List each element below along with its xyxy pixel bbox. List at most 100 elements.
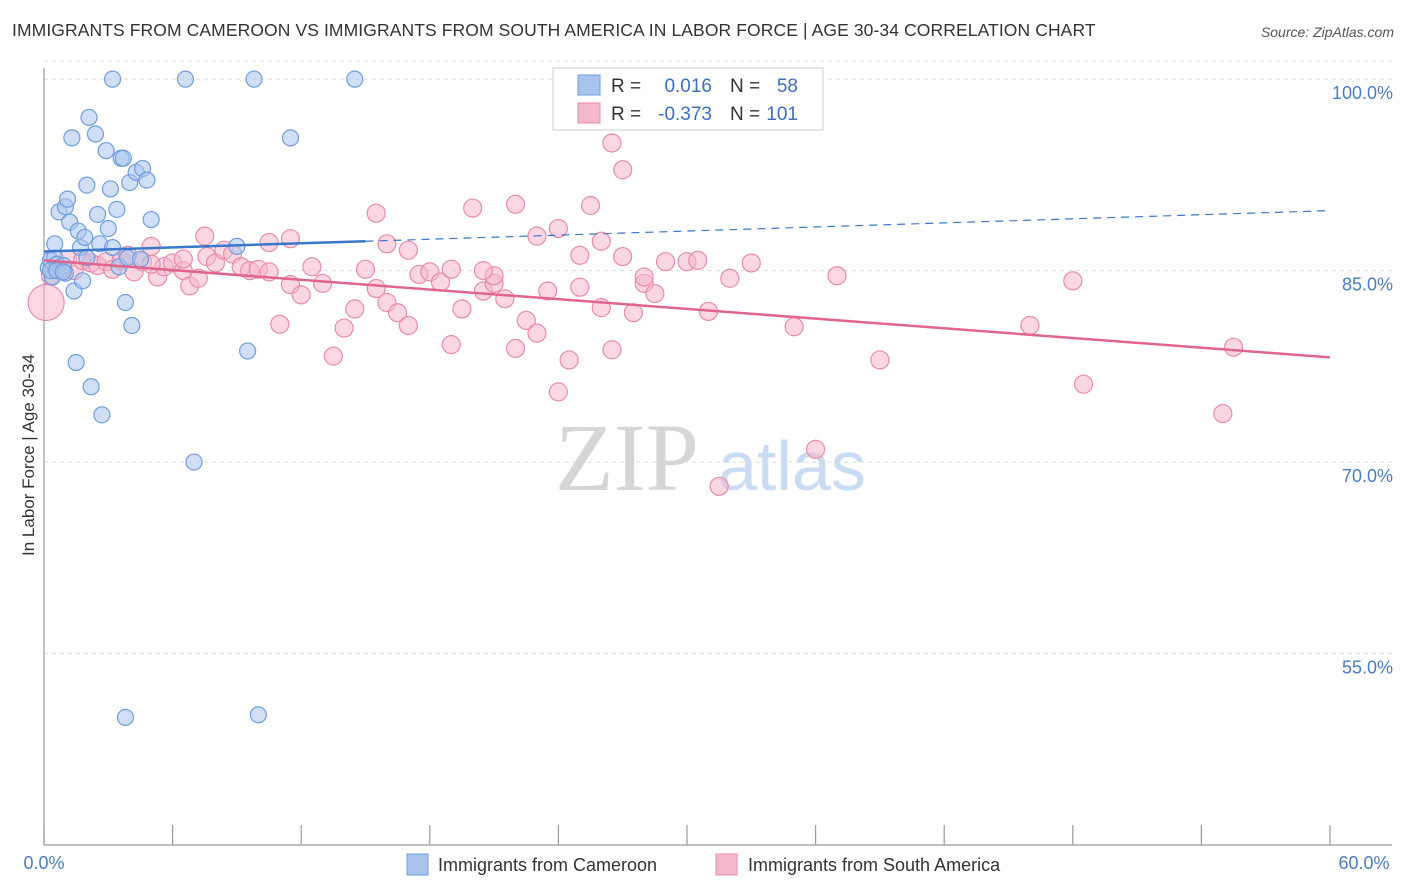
point-south-america (505, 338, 526, 359)
stats-n-label-cameroon: N = (730, 76, 760, 97)
point-south-america (323, 346, 343, 366)
point-south-america (570, 245, 590, 265)
point-south-america (580, 195, 601, 216)
point-south-america (463, 198, 483, 218)
stats-r-label-cameroon: R = (611, 76, 641, 97)
point-south-america (1020, 315, 1040, 336)
point-cameroon (46, 235, 64, 253)
point-south-america (398, 240, 418, 260)
stats-n-value-cameroon: 58 (777, 76, 798, 97)
point-south-america (195, 226, 215, 246)
point-south-america (441, 335, 461, 355)
point-south-america (655, 252, 676, 272)
point-south-america (548, 382, 569, 402)
point-south-america (1213, 403, 1233, 424)
y-tick-label: 100.0% (1332, 83, 1393, 103)
point-south-america (805, 439, 826, 459)
stats-legend: R = 0.016 N = 58 R = -0.373 N = 101 (552, 67, 824, 131)
point-cameroon (142, 210, 160, 229)
point-south-america (188, 268, 208, 288)
point-south-america (1223, 337, 1244, 357)
point-cameroon (86, 125, 105, 143)
trend-line-south-america (43, 259, 1331, 359)
point-cameroon (176, 70, 195, 88)
watermark-zip: ZIP (555, 404, 699, 511)
point-south-america (548, 218, 569, 239)
x-tick-label: 0.0% (23, 853, 64, 873)
y-tick-label: 70.0% (1342, 466, 1393, 486)
point-south-america (441, 259, 461, 279)
point-cameroon (78, 176, 96, 194)
trend-line-cameroon-extension (365, 210, 1331, 242)
point-south-america (505, 194, 526, 214)
stats-r-label-south-america: R = (611, 104, 641, 125)
point-south-america (538, 281, 558, 301)
point-cameroon (249, 706, 267, 724)
point-cameroon (131, 250, 150, 268)
watermark-atlas: atlas (718, 427, 866, 505)
point-cameroon (116, 293, 135, 312)
legend-swatch-cameroon (406, 853, 429, 876)
point-cameroon (239, 342, 257, 360)
watermark: ZIP atlas (555, 404, 866, 511)
point-south-america (602, 133, 622, 153)
point-south-america (345, 299, 365, 319)
point-cameroon (67, 353, 85, 372)
point-south-america (516, 310, 536, 330)
point-south-america (259, 232, 279, 253)
point-south-america (634, 267, 654, 287)
axes (43, 68, 1392, 846)
point-cameroon (97, 142, 115, 160)
point-south-america (398, 315, 418, 336)
point-south-america (270, 314, 290, 334)
point-south-america (452, 299, 472, 319)
point-south-america (870, 350, 890, 370)
point-cameroon (346, 70, 364, 88)
point-cameroon (123, 316, 141, 335)
stats-n-value-south-america: 101 (766, 104, 798, 125)
point-cameroon (76, 228, 94, 247)
point-south-america (720, 268, 740, 288)
point-south-america (27, 283, 65, 322)
point-south-america (495, 289, 515, 309)
legend-label-south-america: Immigrants from South America (748, 855, 1001, 875)
point-cameroon (73, 272, 92, 290)
point-south-america (602, 340, 622, 360)
point-cameroon (88, 205, 107, 224)
x-tick-label: 60.0% (1338, 853, 1389, 873)
point-cameroon (82, 378, 100, 396)
point-cameroon (114, 149, 132, 167)
stats-r-value-cameroon: 0.016 (664, 76, 712, 97)
stats-swatch-south-america (577, 102, 601, 124)
point-south-america (688, 250, 708, 270)
point-south-america (1073, 374, 1094, 394)
legend-label-cameroon: Immigrants from Cameroon (438, 855, 657, 875)
point-south-america (355, 259, 376, 279)
point-south-america (527, 323, 547, 343)
point-south-america (173, 249, 193, 269)
point-cameroon (185, 453, 203, 471)
point-south-america (377, 234, 397, 254)
point-south-america (302, 257, 322, 277)
trend-lines (43, 210, 1331, 359)
point-south-america (741, 253, 761, 273)
stats-r-value-south-america: -0.373 (658, 104, 712, 125)
point-cameroon (54, 263, 72, 281)
point-south-america (591, 231, 611, 251)
point-cameroon (99, 219, 117, 238)
point-south-america (559, 350, 579, 370)
point-south-america (827, 266, 847, 286)
point-cameroon (108, 200, 126, 218)
point-south-america (473, 261, 493, 281)
series-cameroon-points (39, 70, 364, 726)
chart-title: IMMIGRANTS FROM CAMEROON VS IMMIGRANTS F… (12, 20, 1096, 40)
point-south-america (313, 273, 333, 293)
point-cameroon (103, 239, 122, 257)
point-cameroon (116, 708, 135, 726)
point-cameroon (80, 108, 98, 127)
source-label: Source: ZipAtlas.com (1260, 24, 1394, 40)
point-south-america (1063, 271, 1083, 291)
point-south-america (366, 203, 386, 223)
series-legend: Immigrants from Cameroon Immigrants from… (406, 853, 1001, 876)
